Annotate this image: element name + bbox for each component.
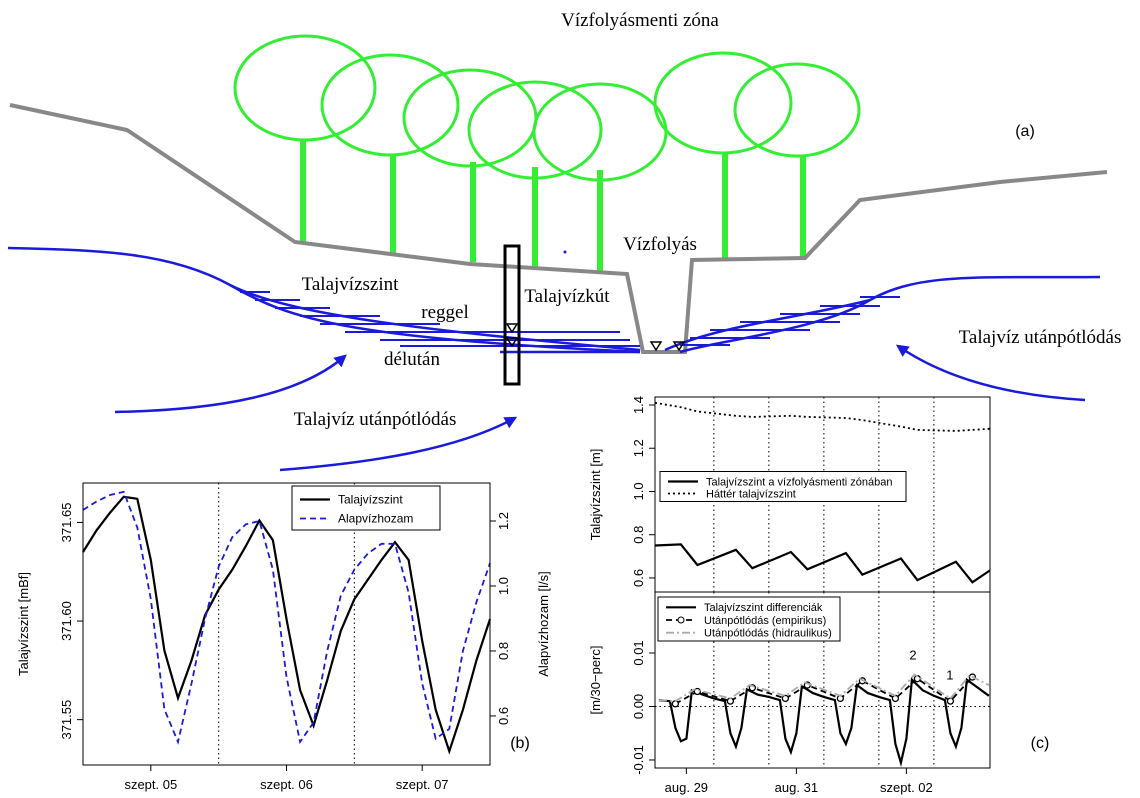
y-axis-label: [m/30−perc]: [588, 645, 603, 714]
y-tick-label: 0.01: [631, 640, 646, 665]
panel-label: (a): [1015, 123, 1035, 140]
legend-label: Utánpótlódás (hidraulikus): [704, 628, 832, 640]
label: Talajvíz utánpótlódás: [959, 327, 1122, 348]
y-tick-label: 0.6: [631, 569, 646, 587]
x-tick-label: szept. 06: [260, 777, 313, 792]
y-tick-label: -0.01: [631, 745, 646, 775]
y-axis-label: Talajvízszint [m]: [588, 449, 603, 541]
y-tick-label: 371.60: [59, 601, 74, 641]
dot: [564, 251, 567, 254]
x-tick-label: szept. 07: [396, 777, 449, 792]
y-tick-label: 371.65: [59, 503, 74, 543]
series-line: [655, 544, 990, 582]
label: Talajvízszint: [302, 274, 400, 295]
legend-label: Talajvízszint a vízfolyásmenti zónában: [706, 476, 892, 488]
terrain: [10, 105, 1107, 352]
y-tick-label: 371.55: [59, 700, 74, 740]
y-tick-label: 1.0: [631, 482, 646, 500]
point: [947, 698, 953, 704]
legend-marker: [678, 617, 684, 623]
diagram: Vízfolyásmenti zóna (a): [8, 10, 1121, 470]
label: Talajvíz utánpótlódás: [294, 409, 457, 430]
y2-tick-label: 0.8: [496, 642, 511, 660]
legend-label: Alapvízhozam: [338, 512, 413, 526]
x-tick-label: szept. 02: [880, 780, 933, 795]
annotation: 2: [909, 647, 916, 662]
series-line: [655, 403, 990, 431]
y2-axis-label: Alapvízhozam [l/s]: [536, 571, 551, 677]
panel-label: (c): [1031, 735, 1050, 752]
label: Vízfolyás: [623, 234, 697, 255]
legend-label: Háttér talajvízszint: [706, 488, 796, 500]
y-axis-label: Talajvízszint [mBf]: [16, 572, 31, 676]
point: [914, 676, 920, 682]
y-tick-label: 0.00: [631, 694, 646, 719]
x-tick-label: aug. 31: [775, 780, 818, 795]
legend-label: Utánpótlódás (empirikus): [704, 615, 826, 627]
point: [782, 695, 788, 701]
tree-crowns: [235, 36, 859, 180]
panel-label: (b): [510, 735, 530, 752]
series-line: [83, 497, 490, 751]
y-tick-label: 1.4: [631, 396, 646, 414]
diagram-title: Vízfolyásmenti zóna: [561, 10, 719, 31]
y2-tick-label: 0.6: [496, 707, 511, 725]
legend-label: Talajvízszint: [338, 493, 403, 507]
annotation: 1: [946, 668, 953, 683]
label: Talajvízkút: [524, 286, 610, 307]
y2-tick-label: 1.2: [496, 512, 511, 530]
label: reggel: [421, 302, 468, 323]
y-tick-label: 0.8: [631, 526, 646, 544]
y-tick-label: 1.2: [631, 439, 646, 457]
label: délután: [384, 349, 440, 370]
y2-tick-label: 1.0: [496, 577, 511, 595]
figure: Vízfolyásmenti zóna (a): [0, 0, 1140, 798]
legend-label: Talajvízszint differenciák: [704, 602, 823, 614]
x-tick-label: szept. 05: [124, 777, 177, 792]
x-tick-label: aug. 29: [665, 780, 708, 795]
